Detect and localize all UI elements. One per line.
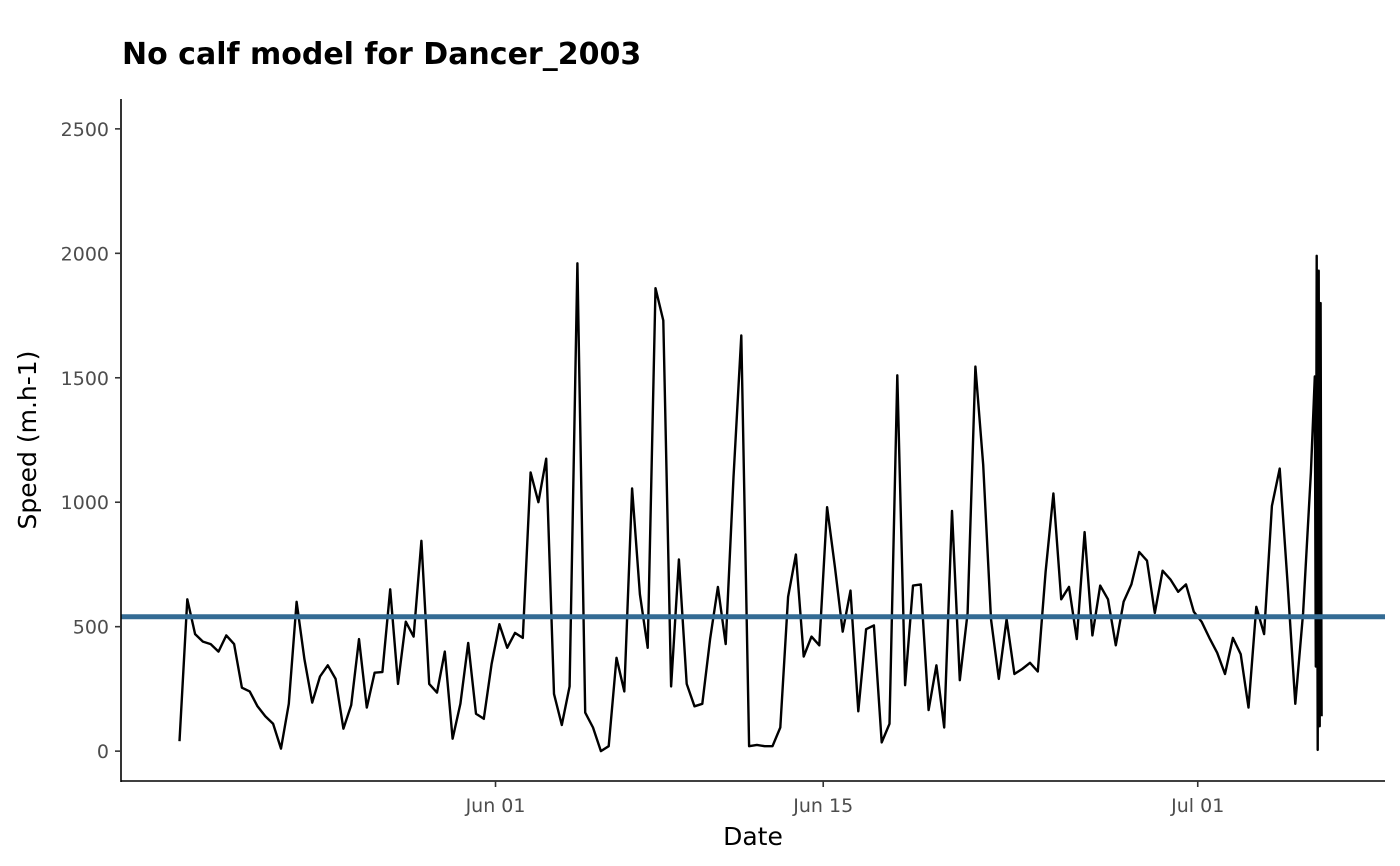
y-tick-label: 1000 [61, 492, 109, 514]
y-axis-title: Speed (m.h-1) [13, 351, 42, 530]
y-tick-label: 1500 [61, 368, 109, 390]
chart-title: No calf model for Dancer_2003 [122, 37, 641, 72]
y-tick-label: 2000 [61, 243, 109, 265]
y-ticks: 0 500 1000 1500 2000 2500 [61, 119, 121, 763]
speed-series-line [178, 254, 1323, 753]
x-tick-label: Jun 15 [792, 795, 853, 817]
plot-area [121, 254, 1385, 753]
x-axis-title: Date [723, 822, 783, 851]
x-tick-label: Jun 01 [465, 795, 526, 817]
y-tick-label: 500 [73, 617, 109, 639]
y-tick-label: 0 [97, 741, 109, 763]
axes [120, 99, 1385, 782]
y-tick-label: 2500 [61, 119, 109, 141]
x-tick-label: Jul 01 [1170, 795, 1224, 817]
x-ticks: Jun 01 Jun 15 Jul 01 [465, 781, 1224, 817]
